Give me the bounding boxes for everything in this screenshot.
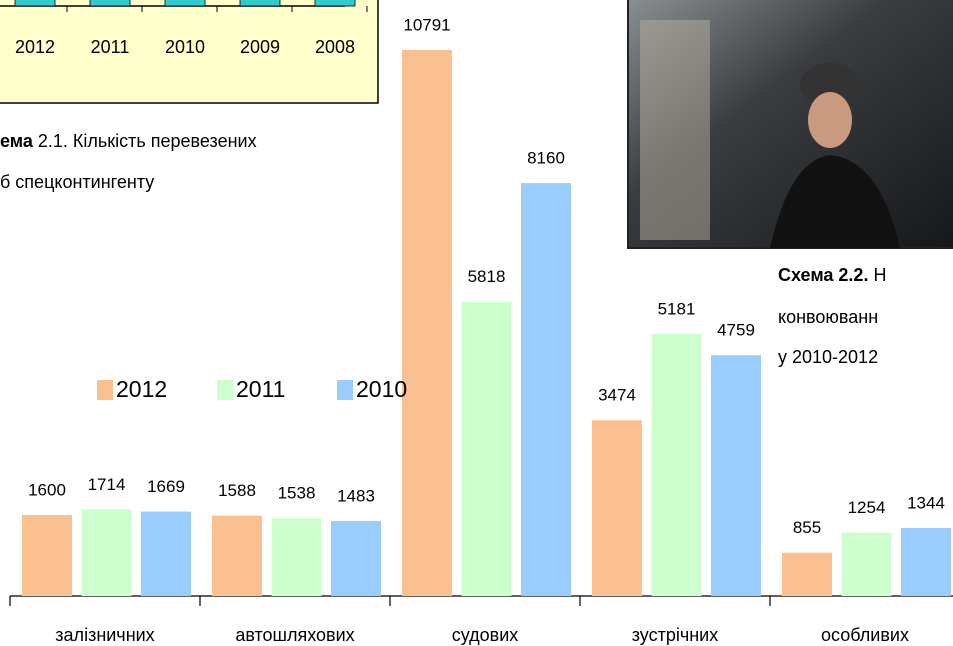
- legend-label: 2011: [236, 376, 285, 402]
- value-label: 3474: [598, 386, 636, 405]
- photo-detail: [770, 155, 900, 248]
- legend-label: 2010: [356, 376, 407, 402]
- photo-detail: [800, 63, 860, 107]
- bar: [901, 527, 951, 596]
- caption-text: 2.1. Кількість перевезених: [38, 131, 257, 151]
- value-label: 855: [793, 518, 821, 537]
- figure-2-caption-line: конвоюванн: [778, 307, 878, 327]
- value-label: 1600: [28, 481, 66, 500]
- bar: [271, 518, 322, 596]
- x-tick-label: зустрічних: [632, 625, 718, 645]
- photo-detail: [640, 20, 710, 240]
- value-label: 1538: [278, 484, 316, 503]
- figure-1-labels: 2012 2011 2010 2009 2008: [14, 0, 368, 57]
- figure-2-caption-line: у 2010-2012: [778, 347, 878, 367]
- figure-1-category: 2010: [165, 37, 205, 57]
- value-label: 1588: [218, 481, 256, 500]
- caption-label: ема: [0, 131, 34, 151]
- bar: [212, 515, 262, 596]
- bar: [592, 420, 642, 596]
- legend-swatch: [97, 380, 113, 400]
- figure-1-bar-stub: [89, 0, 131, 7]
- value-label: 1344: [907, 493, 945, 512]
- bar: [782, 552, 832, 596]
- bar: [81, 509, 132, 596]
- photo-detail: [808, 92, 852, 148]
- figure-1-category: 2008: [315, 37, 355, 57]
- value-label: 10791: [403, 15, 450, 34]
- figure-1-frame: [0, 0, 379, 104]
- figure-1-bar-stub: [239, 0, 281, 7]
- figure-1-caption: ема 2.1. Кількість перевезених: [0, 131, 257, 151]
- x-tick-label: залізничних: [55, 625, 154, 645]
- value-label: 8160: [527, 149, 565, 168]
- value-label: 4759: [717, 321, 755, 340]
- figure-1-category: 2012: [15, 37, 55, 57]
- bar: [402, 50, 452, 596]
- caption-text: Н: [873, 265, 886, 285]
- legend-swatch: [217, 380, 233, 400]
- bar: [331, 520, 381, 596]
- bar: [651, 333, 702, 596]
- value-label: 1483: [337, 486, 375, 505]
- figure-2-caption: Схема 2.2. Н: [778, 265, 886, 285]
- figure-1-category: 2009: [240, 37, 280, 57]
- x-tick-label: автошляхових: [235, 625, 354, 645]
- value-label: 5818: [468, 267, 506, 286]
- bar: [841, 532, 892, 596]
- value-label: 1669: [147, 477, 185, 496]
- x-tick-label: судових: [452, 625, 519, 645]
- value-label: 1714: [88, 475, 126, 494]
- value-label: 5181: [658, 299, 696, 318]
- x-tick-label: особливих: [821, 625, 909, 645]
- bar: [141, 511, 191, 596]
- figure-1-caption-line: б спецконтингенту: [0, 172, 154, 192]
- figure-1-bar-stub: [164, 0, 206, 7]
- value-label: 1254: [848, 498, 886, 517]
- figure-1-category: 2011: [91, 37, 130, 57]
- figure-1-bar-stub: [14, 0, 56, 7]
- caption-label: Схема 2.2.: [778, 265, 868, 285]
- bar: [711, 355, 761, 596]
- legend-label: 2012: [116, 376, 167, 402]
- bar: [461, 301, 512, 596]
- bar: [22, 515, 72, 596]
- legend-swatch: [337, 380, 353, 400]
- bar: [521, 183, 571, 596]
- figure-1-bar-stub: [314, 0, 356, 7]
